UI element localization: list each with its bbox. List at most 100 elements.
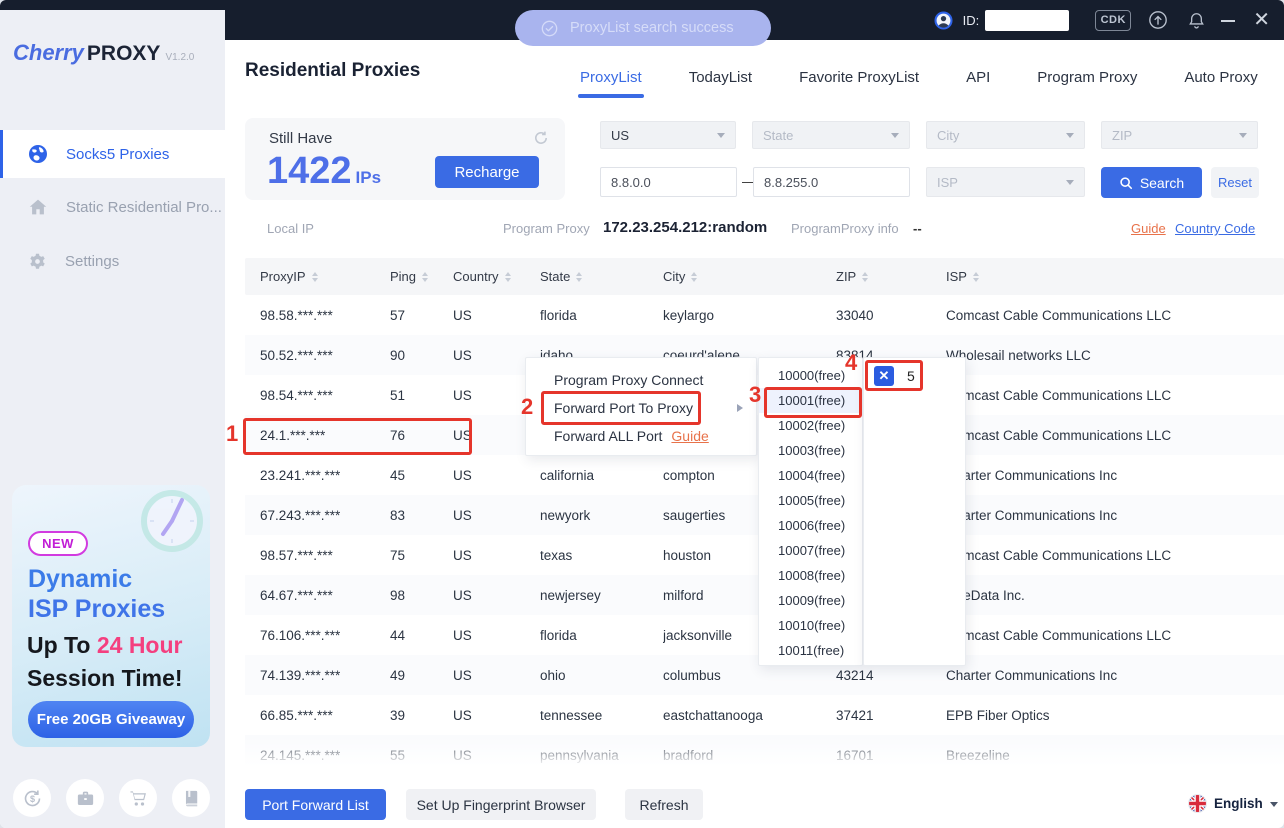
business-button[interactable] — [66, 779, 104, 817]
minimize-button[interactable] — [1221, 9, 1237, 31]
port-option[interactable]: 10010(free) — [778, 618, 846, 633]
cell-proxyip: 74.139.***.*** — [260, 667, 341, 683]
column-zip[interactable]: ZIP — [836, 269, 946, 284]
country-code-link[interactable]: Country Code — [1175, 221, 1256, 236]
promo-title-line2: ISP Proxies — [28, 595, 166, 623]
store-button[interactable] — [119, 779, 157, 817]
chevron-down-icon — [717, 132, 725, 138]
avatar[interactable] — [933, 9, 955, 31]
port-option[interactable]: 10002(free) — [778, 418, 846, 433]
menu-item-program-proxy-connect[interactable]: Program Proxy Connect — [554, 372, 704, 388]
port-count-widget[interactable]: ✕ 5 — [874, 366, 915, 386]
forward-all-guide-link[interactable]: Guide — [671, 428, 709, 444]
cell-isp: Comcast Cable Communications LLC — [946, 307, 1172, 323]
tab-program-proxy[interactable]: Program Proxy — [1037, 69, 1138, 86]
cdk-button[interactable]: CDK — [1095, 9, 1132, 31]
table-header: ProxyIP Ping Country State City ZIP ISP — [245, 258, 1284, 295]
ip-range-to-input[interactable] — [753, 167, 910, 197]
tab-api[interactable]: API — [966, 69, 991, 86]
docs-button[interactable] — [172, 779, 210, 817]
port-option[interactable]: 10006(free) — [778, 518, 846, 533]
guide-link[interactable]: Guide — [1131, 221, 1166, 236]
cell-ping: 75 — [390, 547, 406, 563]
cell-proxyip: 64.67.***.*** — [260, 587, 333, 603]
id-input[interactable] — [985, 9, 1070, 31]
isp-select[interactable]: ISP — [926, 167, 1085, 197]
port-option[interactable]: 10008(free) — [778, 568, 846, 583]
sidebar-item-static-residential[interactable]: Static Residential Pro... — [0, 186, 225, 228]
refresh-button[interactable]: Refresh — [625, 789, 703, 820]
column-proxyip[interactable]: ProxyIP — [260, 269, 390, 284]
sidebar-item-settings[interactable]: Settings — [0, 240, 225, 282]
cell-state: california — [540, 467, 595, 483]
balance-unit: IPs — [355, 168, 382, 187]
cell-ping: 83 — [390, 507, 406, 523]
close-button[interactable]: ✕ — [1253, 9, 1270, 31]
cell-zip: 33040 — [836, 307, 874, 323]
port-forward-list-button[interactable]: Port Forward List — [245, 789, 386, 820]
port-option[interactable]: 10000(free) — [778, 368, 846, 383]
zip-select[interactable]: ZIP — [1101, 121, 1258, 149]
cell-zip: 16701 — [836, 747, 874, 763]
ip-range-from-input[interactable] — [600, 167, 737, 197]
state-select[interactable]: State — [752, 121, 910, 149]
cell-proxyip: 76.106.***.*** — [260, 627, 341, 643]
cell-isp: TeleData Inc. — [946, 587, 1025, 603]
fingerprint-browser-button[interactable]: Set Up Fingerprint Browser — [406, 789, 596, 820]
cell-city: eastchattanooga — [663, 707, 763, 723]
tab-favorite-proxylist[interactable]: Favorite ProxyList — [799, 69, 920, 86]
cell-ping: 98 — [390, 587, 406, 603]
column-country[interactable]: Country — [453, 269, 540, 284]
program-proxy-label: Program Proxy — [503, 221, 590, 236]
tab-proxylist[interactable]: ProxyList — [578, 69, 644, 98]
table-row[interactable]: 98.58.***.*** 57 US florida keylargo 330… — [245, 295, 1284, 335]
table-row[interactable]: 23.241.***.*** 45 US california compton … — [245, 455, 1284, 495]
table-row[interactable]: 24.145.***.*** 55 US pennsylvania bradfo… — [245, 735, 1284, 770]
recharge-button[interactable]: Recharge — [435, 156, 539, 188]
port-option[interactable]: 10007(free) — [778, 543, 846, 558]
column-city[interactable]: City — [663, 269, 836, 284]
menu-item-forward-port-to-proxy[interactable]: Forward Port To Proxy — [526, 394, 756, 422]
column-ping[interactable]: Ping — [390, 269, 453, 284]
sidebar-item-socks5-proxies[interactable]: Socks5 Proxies — [0, 130, 225, 178]
column-state[interactable]: State — [540, 269, 663, 284]
cart-icon — [129, 790, 146, 806]
balance-refresh-icon[interactable] — [533, 130, 549, 151]
city-select[interactable]: City — [926, 121, 1085, 149]
blue-x-icon[interactable]: ✕ — [874, 366, 894, 386]
tab-todaylist[interactable]: TodayList — [688, 69, 753, 86]
cell-city: compton — [663, 467, 715, 483]
port-option[interactable]: 10001(free) — [759, 388, 862, 413]
money-back-button[interactable]: $ — [13, 779, 51, 817]
svg-text:$: $ — [29, 793, 34, 803]
feedback-icon[interactable] — [1147, 9, 1169, 31]
port-option[interactable]: 10011(free) — [778, 643, 845, 658]
app-logo: Cherry PROXY V1.2.0 — [13, 40, 194, 66]
cell-zip: 37421 — [836, 707, 874, 723]
balance-card: Still Have 1422 IPs Recharge — [245, 118, 565, 200]
cell-country: US — [453, 507, 472, 523]
cell-isp: Charter Communications Inc — [946, 667, 1118, 683]
free-giveaway-button[interactable]: Free 20GB Giveaway — [28, 701, 194, 738]
port-option[interactable]: 10009(free) — [778, 593, 846, 608]
cell-city: saugerties — [663, 507, 726, 523]
search-button[interactable]: Search — [1101, 167, 1202, 198]
column-isp[interactable]: ISP — [946, 269, 1284, 284]
table-row[interactable]: 76.106.***.*** 44 US florida jacksonvill… — [245, 615, 1284, 655]
table-row[interactable]: 98.54.***.*** 51 US Comcast Cable Commun… — [245, 375, 1284, 415]
cell-city: bradford — [663, 747, 714, 763]
bell-icon[interactable] — [1185, 9, 1207, 31]
cell-isp: Charter Communications Inc — [946, 507, 1118, 523]
country-select[interactable]: US — [600, 121, 736, 149]
programproxy-info-label: ProgramProxy info — [791, 221, 899, 236]
cell-ping: 57 — [390, 307, 406, 323]
port-option[interactable]: 10004(free) — [778, 468, 846, 483]
port-option[interactable]: 10005(free) — [778, 493, 846, 508]
reset-button[interactable]: Reset — [1211, 167, 1259, 198]
language-selector[interactable]: English — [1188, 794, 1278, 813]
table-row[interactable]: 98.57.***.*** 75 US texas houston Comcas… — [245, 535, 1284, 575]
tab-auto-proxy[interactable]: Auto Proxy — [1184, 69, 1258, 86]
menu-item-forward-all-port[interactable]: Forward ALL Port Guide — [554, 428, 709, 444]
table-row[interactable]: 66.85.***.*** 39 US tennessee eastchatta… — [245, 695, 1284, 735]
port-option[interactable]: 10003(free) — [778, 443, 846, 458]
